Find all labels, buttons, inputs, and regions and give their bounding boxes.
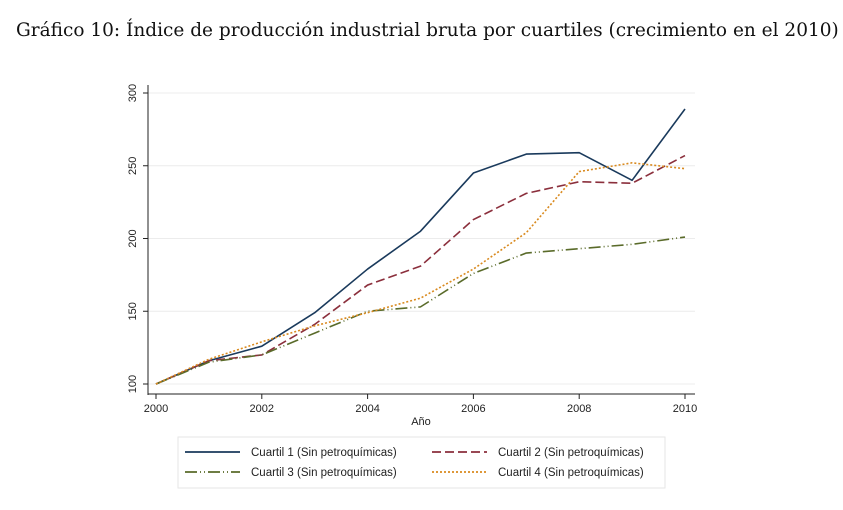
chart-title: Gráfico 10: Índice de producción industr… <box>16 20 839 41</box>
legend-label-2: Cuartil 2 (Sin petroquímicas) <box>498 447 644 459</box>
series-line-2 <box>155 154 686 385</box>
series-line-4 <box>155 162 686 385</box>
legend-label-3: Cuartil 3 (Sin petroquímicas) <box>251 467 397 479</box>
y-tick-label: 150 <box>127 302 139 320</box>
x-tick-label: 2008 <box>567 403 591 415</box>
y-tick-label: 300 <box>127 84 139 102</box>
x-tick-label: 2010 <box>673 403 697 415</box>
x-tick-label: 2002 <box>250 403 274 415</box>
legend-label-4: Cuartil 4 (Sin petroquímicas) <box>498 467 644 479</box>
x-tick-label: 2000 <box>144 403 168 415</box>
y-tick-label: 100 <box>127 375 139 393</box>
legend-box <box>177 436 666 489</box>
x-tick-label: 2004 <box>355 403 379 415</box>
x-axis-label: Año <box>411 416 431 428</box>
y-tick-label: 200 <box>127 229 139 247</box>
legend-label-1: Cuartil 1 (Sin petroquímicas) <box>251 447 397 459</box>
series-line-1 <box>155 108 686 385</box>
y-tick-label: 250 <box>127 157 139 175</box>
series-line-3 <box>155 236 686 385</box>
x-tick-label: 2006 <box>461 403 485 415</box>
